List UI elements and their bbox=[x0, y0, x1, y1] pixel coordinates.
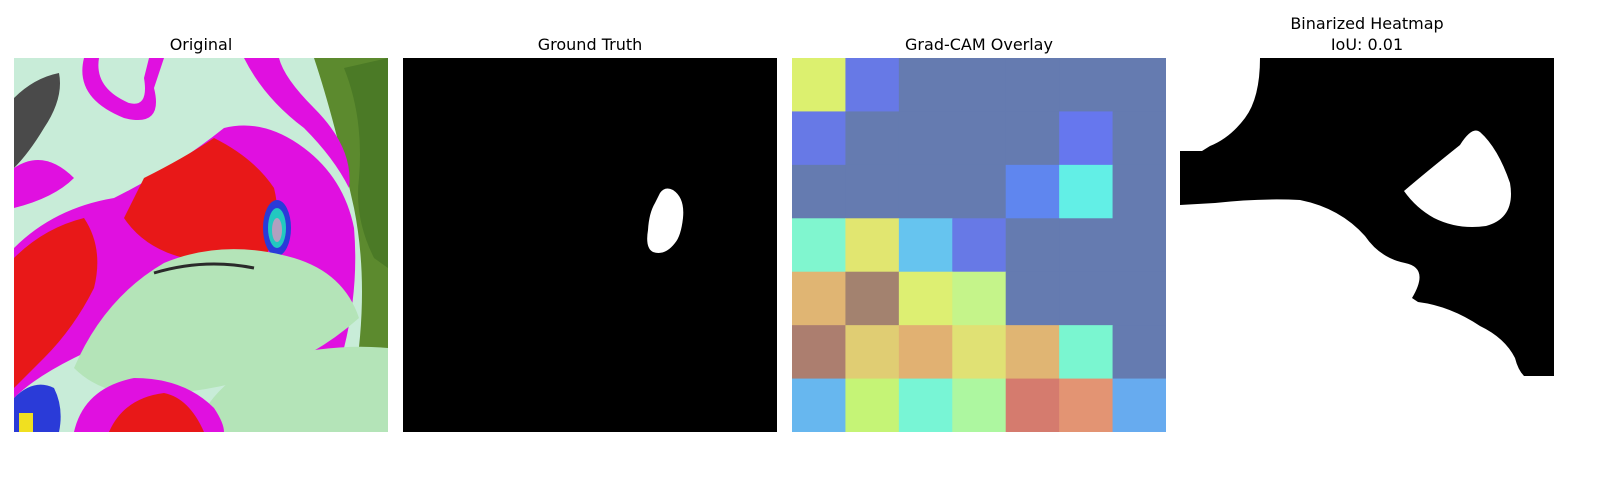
heatmap-cell bbox=[792, 271, 846, 326]
heatmap-cell bbox=[1112, 271, 1166, 326]
heatmap-cell bbox=[952, 271, 1007, 326]
heatmap-cell bbox=[952, 58, 1007, 112]
panel-subtitle-iou: IoU: 0.01 bbox=[1330, 35, 1404, 54]
heatmap-cell bbox=[898, 325, 953, 380]
heatmap-cell bbox=[1112, 164, 1166, 219]
heatmap-cell bbox=[1059, 164, 1114, 219]
heatmap-cell bbox=[845, 164, 900, 219]
heatmap-cell bbox=[792, 378, 846, 432]
heatmap-cell bbox=[1005, 58, 1060, 112]
panel-title-ground-truth: Ground Truth bbox=[537, 35, 643, 54]
heatmap-cell bbox=[1005, 325, 1060, 380]
original-image bbox=[14, 58, 388, 432]
heatmap-cell bbox=[792, 58, 846, 112]
heatmap-cell bbox=[1112, 218, 1166, 273]
panel-ground-truth: Ground Truth bbox=[403, 0, 777, 500]
heatmap-cell bbox=[1059, 271, 1114, 326]
heatmap-cell bbox=[898, 271, 953, 326]
heatmap-cell bbox=[898, 58, 953, 112]
heatmap-cell bbox=[1112, 111, 1166, 166]
heatmap-cell bbox=[898, 164, 953, 219]
heatmap-cell bbox=[1059, 58, 1114, 112]
heatmap-cell bbox=[1005, 111, 1060, 166]
heatmap-cell bbox=[952, 378, 1007, 432]
heatmap-cell bbox=[952, 218, 1007, 273]
panel-gradcam-overlay: Grad-CAM Overlay bbox=[792, 0, 1166, 500]
heatmap-cell bbox=[1112, 378, 1166, 432]
heatmap-cell bbox=[792, 325, 846, 380]
panel-title-binarized: Binarized Heatmap bbox=[1290, 14, 1444, 33]
heatmap-cell bbox=[1005, 271, 1060, 326]
heatmap-cell bbox=[898, 111, 953, 166]
heatmap-cell bbox=[792, 164, 846, 219]
heatmap-cell bbox=[845, 58, 900, 112]
gradcam-overlay-image bbox=[792, 58, 1166, 432]
heatmap-cell bbox=[792, 218, 846, 273]
heatmap-cell bbox=[1005, 164, 1060, 219]
heatmap-cell bbox=[1059, 325, 1114, 380]
heatmap-cell bbox=[845, 271, 900, 326]
heatmap-cell bbox=[845, 378, 900, 432]
heatmap-cell bbox=[898, 378, 953, 432]
heatmap-cell bbox=[898, 218, 953, 273]
heatmap-cell bbox=[845, 325, 900, 380]
panel-title-original: Original bbox=[169, 35, 233, 54]
heatmap-cell bbox=[1059, 218, 1114, 273]
panel-binarized-heatmap: Binarized Heatmap IoU: 0.01 bbox=[1180, 0, 1554, 500]
panel-original: Original bbox=[14, 0, 388, 500]
heatmap-cell bbox=[1112, 325, 1166, 380]
heatmap-cell bbox=[845, 218, 900, 273]
heatmap-cell bbox=[792, 111, 846, 166]
binarized-heatmap-mask bbox=[1180, 58, 1554, 432]
heatmap-cell bbox=[845, 111, 900, 166]
heatmap-cell bbox=[952, 111, 1007, 166]
heatmap-cell bbox=[952, 325, 1007, 380]
heatmap-cell bbox=[1005, 218, 1060, 273]
heatmap-cell bbox=[1059, 378, 1114, 432]
heatmap-cell bbox=[1059, 111, 1114, 166]
ground-truth-mask bbox=[403, 58, 777, 432]
panel-title-overlay: Grad-CAM Overlay bbox=[905, 35, 1053, 54]
heatmap-cell bbox=[952, 164, 1007, 219]
heatmap-cell bbox=[1005, 378, 1060, 432]
heatmap-cell bbox=[1112, 58, 1166, 112]
